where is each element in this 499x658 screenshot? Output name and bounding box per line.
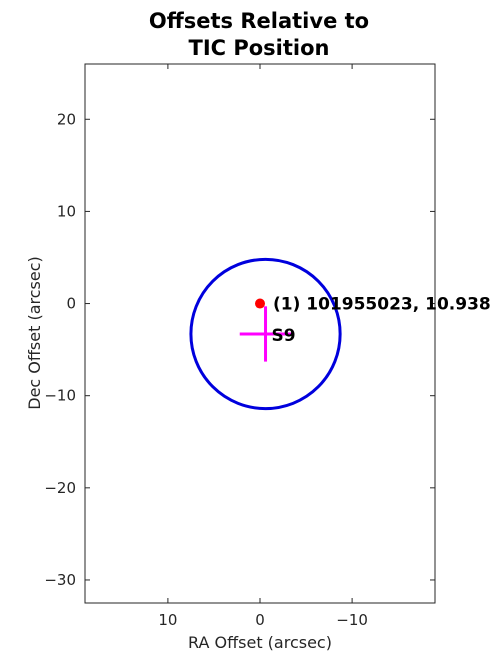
aperture-circle (189, 257, 342, 411)
y-axis-label: Dec Offset (arcsec) (25, 256, 44, 410)
chart-title-line-1: Offsets Relative to (149, 9, 369, 33)
x-tick-label: 0 (255, 611, 265, 629)
y-tick-label: 20 (57, 110, 76, 128)
target-star-label: (1) 101955023, 10.938 (273, 295, 491, 315)
y-tick-label: 10 (57, 202, 76, 220)
y-axis-ticks: 20 10 0 −10 −20 −30 (44, 110, 435, 589)
y-tick-label: −20 (44, 479, 76, 497)
x-tick-label: 10 (158, 611, 177, 629)
y-tick-label: −30 (44, 571, 76, 589)
chart-title-line-2: TIC Position (189, 36, 330, 60)
x-tick-label: −10 (336, 611, 368, 629)
x-axis-ticks: 10 0 −10 (158, 64, 368, 629)
x-axis-label: RA Offset (arcsec) (188, 633, 332, 652)
target-star-marker (255, 298, 265, 309)
plot-marks: (1) 101955023, 10.938 S9 (189, 257, 491, 411)
y-tick-label: −10 (44, 387, 76, 405)
y-tick-label: 0 (66, 295, 76, 313)
centroid-label: S9 (272, 326, 296, 346)
